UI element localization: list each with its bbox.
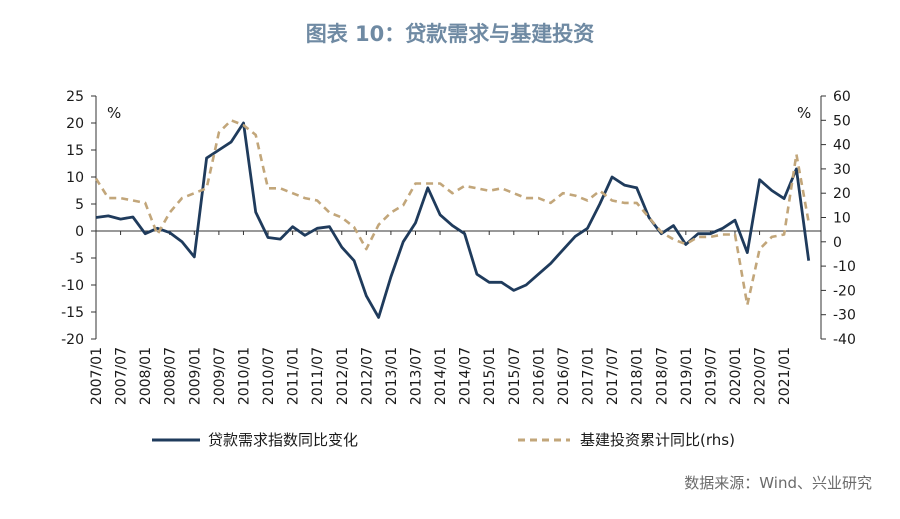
right-tick-label: -10 bbox=[833, 259, 856, 275]
right-tick-label: 50 bbox=[833, 113, 851, 129]
left-tick-label: -20 bbox=[61, 332, 84, 348]
x-tick-label: 2020/07 bbox=[753, 347, 769, 405]
right-tick-label: 10 bbox=[833, 211, 851, 227]
x-tick-label: 2015/01 bbox=[482, 347, 498, 405]
x-tick-label: 2010/07 bbox=[261, 347, 277, 405]
left-unit-label: % bbox=[107, 104, 121, 122]
right-unit-label: % bbox=[797, 104, 811, 122]
x-tick-label: 2015/07 bbox=[507, 347, 523, 405]
x-tick-label: 2013/01 bbox=[384, 347, 400, 405]
right-tick-label: -20 bbox=[833, 283, 856, 299]
x-tick-label: 2017/01 bbox=[581, 347, 597, 405]
left-tick-label: -5 bbox=[70, 251, 84, 267]
x-tick-label: 2012/01 bbox=[335, 347, 351, 405]
x-tick-label: 2017/07 bbox=[605, 347, 621, 405]
right-tick-label: 60 bbox=[833, 89, 851, 105]
left-tick-label: 20 bbox=[66, 116, 84, 132]
x-tick-label: 2014/07 bbox=[458, 347, 474, 405]
right-tick-label: 30 bbox=[833, 162, 851, 178]
x-tick-label: 2013/07 bbox=[408, 347, 424, 405]
left-tick-label: 10 bbox=[66, 170, 84, 186]
left-tick-label: 15 bbox=[66, 143, 84, 159]
left-tick-label: -10 bbox=[61, 278, 84, 294]
series-line-infrastructure bbox=[94, 119, 810, 307]
x-tick-label: 2008/01 bbox=[138, 347, 154, 405]
x-tick-label: 2009/01 bbox=[187, 347, 203, 405]
x-tick-label: 2020/01 bbox=[728, 347, 744, 405]
x-tick-label: 2007/01 bbox=[89, 347, 105, 405]
right-tick-label: 40 bbox=[833, 138, 851, 154]
right-tick-label: 0 bbox=[833, 235, 842, 251]
data-source-note: 数据来源：Wind、兴业研究 bbox=[684, 474, 872, 492]
x-tick-label: 2019/01 bbox=[679, 347, 695, 405]
series-line-loan-demand bbox=[95, 121, 811, 319]
right-tick-label: -30 bbox=[833, 308, 856, 324]
x-tick-label: 2018/01 bbox=[630, 347, 646, 405]
x-tick-label: 2007/07 bbox=[114, 347, 130, 405]
legend-label-loan-demand: 贷款需求指数同比变化 bbox=[208, 431, 358, 449]
left-tick-label: -15 bbox=[61, 305, 84, 321]
left-tick-label: 0 bbox=[75, 224, 84, 240]
x-tick-label: 2016/01 bbox=[531, 347, 547, 405]
left-tick-label: 5 bbox=[75, 197, 84, 213]
tick-labels: 2520151050-5-10-15-206050403020100-10-20… bbox=[61, 89, 856, 405]
axes bbox=[91, 95, 826, 340]
right-tick-label: 20 bbox=[833, 186, 851, 202]
chart-title: 图表 10：贷款需求与基建投资 bbox=[305, 22, 595, 46]
x-tick-label: 2016/07 bbox=[556, 347, 572, 405]
x-tick-label: 2021/01 bbox=[777, 347, 793, 405]
x-tick-label: 2010/01 bbox=[236, 347, 252, 405]
x-tick-label: 2014/01 bbox=[433, 347, 449, 405]
x-tick-label: 2008/07 bbox=[163, 347, 179, 405]
x-tick-label: 2011/07 bbox=[310, 347, 326, 405]
legend-label-infrastructure: 基建投资累计同比(rhs) bbox=[580, 431, 735, 449]
x-tick-label: 2012/07 bbox=[359, 347, 375, 405]
x-tick-label: 2019/07 bbox=[703, 347, 719, 405]
x-tick-label: 2018/07 bbox=[654, 347, 670, 405]
series-layer bbox=[94, 119, 811, 319]
x-tick-label: 2011/01 bbox=[286, 347, 302, 405]
legend: 贷款需求指数同比变化 基建投资累计同比(rhs) bbox=[152, 431, 735, 449]
x-tick-label: 2009/07 bbox=[212, 347, 228, 405]
left-tick-label: 25 bbox=[66, 89, 84, 105]
right-tick-label: -40 bbox=[833, 332, 856, 348]
